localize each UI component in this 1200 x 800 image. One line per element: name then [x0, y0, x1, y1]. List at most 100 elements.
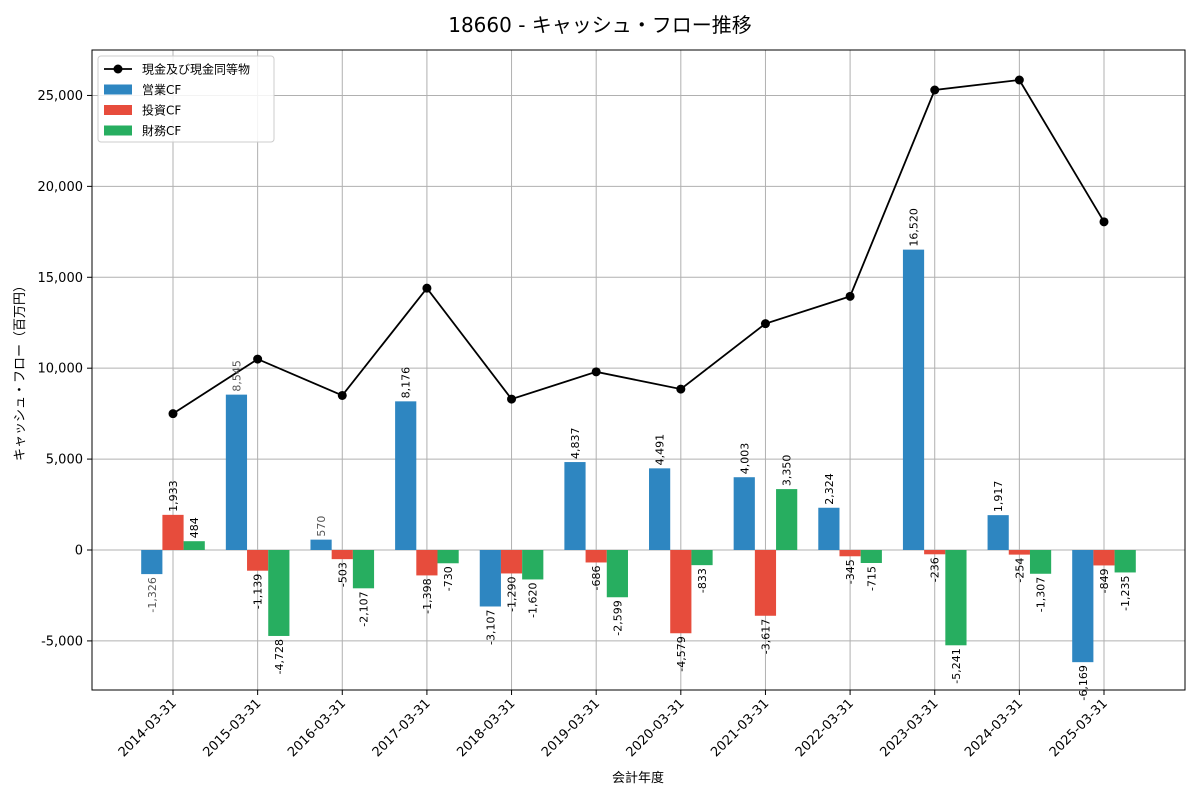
bar: [818, 507, 840, 550]
bar: [860, 550, 882, 563]
cash-equivalents-point: [422, 283, 432, 293]
bar: [649, 468, 671, 550]
bar-value-label: -1,235: [1119, 575, 1132, 610]
y-tick-label: 15,000: [38, 271, 84, 286]
bar-value-label: -849: [1098, 568, 1111, 593]
bar: [500, 550, 523, 574]
bar-value-label: -345: [844, 559, 857, 584]
cash-equivalents-point: [930, 85, 940, 95]
cash-equivalents-point: [1099, 217, 1109, 227]
x-tick-label: 2018-03-31: [454, 696, 518, 760]
bar-value-label: -715: [865, 566, 878, 591]
bar: [1008, 550, 1030, 555]
x-tick-label: 2021-03-31: [708, 696, 772, 760]
bar-value-label: -236: [929, 557, 942, 582]
bar-value-label: -1,307: [1035, 577, 1048, 612]
bar-value-label: 8,176: [400, 367, 413, 399]
bar: [987, 515, 1009, 550]
x-tick-label: 2024-03-31: [962, 696, 1026, 760]
cash-equivalents-point: [760, 319, 770, 329]
y-tick-label: 0: [75, 544, 83, 559]
bar-value-label: -503: [336, 562, 349, 587]
bar-value-label: -4,728: [273, 639, 286, 674]
bar-value-label: -2,107: [357, 591, 370, 626]
bar: [162, 514, 184, 550]
bar: [691, 550, 713, 566]
bar: [1072, 550, 1094, 663]
bar: [902, 249, 925, 551]
legend-entry-label: 現金及び現金同等物: [142, 62, 250, 77]
plot-frame: [91, 49, 1186, 691]
bar-value-label: -1,326: [146, 577, 159, 612]
y-tick-label: -5,000: [41, 634, 83, 649]
chart-title: 18660 - キャッシュ・フロー推移: [448, 13, 752, 37]
bar-value-label: 1,917: [992, 481, 1005, 513]
bar: [352, 550, 375, 589]
bar: [247, 550, 269, 571]
bar-value-label: -1,290: [506, 576, 519, 611]
legend-box: [97, 55, 275, 143]
bar: [395, 401, 417, 550]
x-tick-label: 2022-03-31: [793, 696, 857, 760]
bar-value-label: 484: [188, 517, 201, 538]
bar-value-label: 570: [315, 516, 328, 537]
bar-value-label: 4,003: [738, 443, 751, 475]
legend-entry-label: 投資CF: [142, 103, 181, 118]
bar-value-label: -1,139: [252, 574, 265, 609]
bar-value-label: -3,617: [759, 619, 772, 654]
bar-labels-layer: -1,326 8,545 570 8,176 -3,107 4,837 4,491 4,003…: [146, 208, 1132, 700]
y-tick-label: 5,000: [46, 453, 83, 468]
legend-entry-label: 財務CF: [142, 123, 181, 138]
bar: [1093, 550, 1115, 566]
bar: [1029, 550, 1052, 574]
bar: [776, 489, 798, 550]
legend-entry-label: 営業CF: [142, 83, 181, 97]
bar: [606, 550, 628, 598]
bar: [733, 477, 755, 550]
x-tick-label: 2025-03-31: [1047, 696, 1111, 760]
bar-value-label: -5,241: [950, 648, 963, 683]
y-tick-label: 10,000: [38, 362, 84, 377]
bar: [416, 550, 438, 576]
x-tick-label: 2017-03-31: [370, 696, 434, 760]
cash-equivalents-point: [253, 354, 263, 364]
bar: [183, 541, 205, 550]
legend-swatch: [104, 105, 132, 115]
x-tick-label: 2014-03-31: [116, 696, 180, 760]
x-axis-label: 会計年度: [612, 770, 664, 786]
bar-value-label: -1,398: [421, 578, 434, 613]
bar-value-label: -4,579: [675, 636, 688, 671]
bar: [564, 462, 586, 550]
x-tick-label: 2023-03-31: [878, 696, 942, 760]
axes-layer: -5,000 0 5,000 10,000 15,000 20,000 25,000 2014…: [38, 49, 1186, 760]
bar-value-label: -686: [590, 565, 603, 590]
y-axis-label: キャッシュ・フロー（百万円）: [13, 279, 28, 461]
bar-value-label: 4,837: [569, 428, 582, 460]
x-tick-label: 2016-03-31: [285, 696, 349, 760]
bar-value-label: -6,169: [1077, 665, 1090, 700]
bar: [754, 550, 777, 616]
bar-value-label: -2,599: [611, 600, 624, 635]
cash-equivalents-line: [172, 79, 1105, 415]
bar: [670, 550, 692, 634]
bar: [310, 539, 332, 550]
bar-value-label: 3,350: [781, 455, 794, 487]
y-tick-label: 25,000: [38, 89, 84, 104]
bar: [141, 550, 163, 575]
bar-value-label: 4,491: [654, 434, 667, 466]
bar: [225, 394, 248, 550]
line-layer: [168, 75, 1109, 419]
cash-equivalents-point: [337, 390, 347, 400]
legend-swatch: [104, 84, 132, 95]
bar-value-label: -730: [442, 566, 455, 591]
bar-value-label: 1,933: [167, 480, 180, 512]
x-tick-label: 2019-03-31: [539, 696, 603, 760]
bar: [437, 550, 459, 564]
bar: [839, 550, 861, 557]
bar: [522, 550, 544, 580]
cash-equivalents-point: [591, 367, 601, 377]
bar-value-label: 16,520: [908, 208, 921, 247]
legend-swatch: [104, 125, 132, 136]
